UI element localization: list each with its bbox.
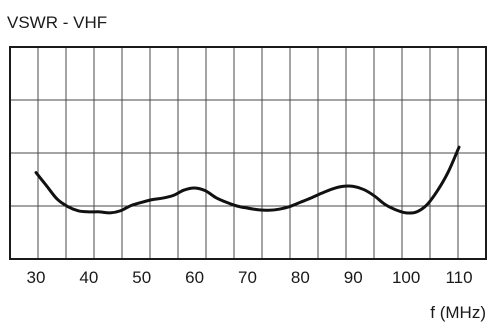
x-tick-label: 30 [27, 268, 46, 287]
x-tick-label: 80 [291, 268, 310, 287]
x-tick-label: 60 [185, 268, 204, 287]
x-tick-label: 40 [79, 268, 98, 287]
plot-frame [9, 46, 487, 260]
x-axis-label: f (MHz) [430, 303, 486, 322]
x-tick-label: 100 [392, 268, 420, 287]
grid-lines [10, 47, 486, 259]
x-tick-label: 110 [445, 268, 472, 287]
vswr-series-line-0 [34, 145, 461, 215]
x-tick-label: 90 [344, 268, 363, 287]
x-tick-label: 70 [238, 268, 257, 287]
chart-title: VSWR - VHF [7, 13, 107, 32]
series-layer [34, 145, 461, 215]
x-tick-label: 50 [132, 268, 151, 287]
x-tick-labels: 30 40 50 60 70 80 90 100 110 [27, 268, 473, 287]
